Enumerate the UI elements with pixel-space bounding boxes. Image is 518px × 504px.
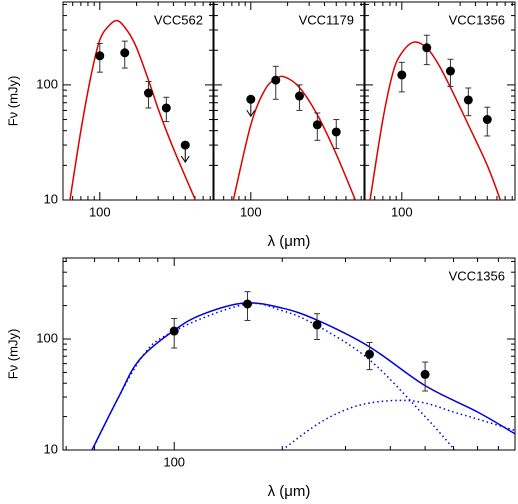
y-tick-label: 100 [36,76,58,91]
data-point [294,91,304,101]
x-axis-label: λ (μm) [268,233,311,250]
panel-title: VCC1356 [449,12,505,27]
data-point [246,94,256,104]
panel-title: VCC562 [154,12,203,27]
y-tick-label: 100 [36,330,58,345]
data-point [331,127,341,137]
data-point [397,70,407,80]
data-point [445,66,455,76]
data-point [120,48,130,58]
x-tick-label: 100 [391,204,413,219]
data-point [161,103,171,113]
data-point [420,369,430,379]
x-tick-label: 100 [240,204,262,219]
x-axis-label: λ (μm) [268,483,311,500]
y-axis-label: Fν (mJy) [5,76,20,127]
model-curve [281,399,515,450]
model-curve [69,19,197,200]
plot-frame [62,1,214,201]
data-point [180,140,190,150]
model-curve [369,41,502,200]
data-point [312,320,322,330]
arrow-head [180,155,190,163]
panel-title: VCC1356 [449,268,505,283]
y-axis-label: Fν (mJy) [5,329,20,380]
data-point [312,120,322,130]
plot-frame [364,1,516,201]
plot-frame [62,257,516,451]
data-point [463,95,473,105]
data-point [242,299,252,309]
data-point [422,43,432,53]
plot-frame [213,1,365,201]
data-point [169,326,179,336]
model-curve [232,75,357,200]
model-curve [91,302,515,450]
model-curve [91,302,456,450]
panel-title: VCC1179 [299,12,354,27]
y-tick-label: 10 [44,441,58,456]
x-tick-label: 100 [163,454,185,469]
data-point [95,51,105,61]
data-point [271,75,281,85]
data-point [143,88,153,98]
data-point [482,115,492,125]
y-tick-label: 10 [44,191,58,206]
data-point [365,349,375,359]
arrow-head [246,109,256,118]
x-tick-label: 100 [89,204,111,219]
